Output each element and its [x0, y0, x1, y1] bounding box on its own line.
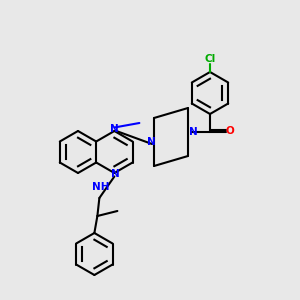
Text: N: N [111, 169, 120, 179]
Text: O: O [226, 126, 234, 136]
Text: N: N [189, 127, 197, 137]
Text: N: N [110, 124, 119, 134]
Text: N: N [147, 137, 155, 147]
Text: NH: NH [92, 182, 109, 192]
Text: Cl: Cl [204, 54, 216, 64]
